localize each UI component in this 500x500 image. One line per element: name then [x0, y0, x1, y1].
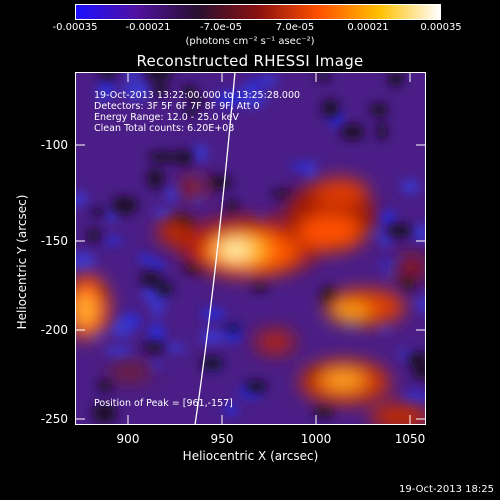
- dark-patch: [376, 121, 387, 141]
- negative-patch: [290, 162, 308, 172]
- dark-patch: [145, 72, 173, 82]
- dark-patch: [155, 282, 174, 297]
- dark-patch: [182, 107, 199, 117]
- axis-tick-marks: [75, 72, 426, 425]
- negative-patch: [246, 79, 265, 90]
- y-tick-label: -100: [40, 138, 68, 152]
- colorbar-unit-label: (photons cm⁻² s⁻¹ asec⁻²): [185, 36, 315, 47]
- negative-patch: [122, 78, 152, 101]
- dark-patch: [226, 198, 238, 214]
- emission-sources: [75, 177, 426, 425]
- y-tick-label: -250: [40, 412, 68, 426]
- y-tick-label: -200: [40, 323, 68, 337]
- x-axis-label: Heliocentric X (arcsec): [182, 449, 319, 463]
- colorbar-tick: 0.00021: [347, 22, 389, 33]
- negative-patch: [224, 402, 238, 417]
- negative-patch: [304, 160, 318, 182]
- colorbar-tick: -7.0e-05: [200, 22, 242, 33]
- negative-patch: [199, 329, 226, 345]
- negative-patch: [379, 320, 391, 334]
- negative-patch: [111, 316, 133, 339]
- negative-patch: [148, 322, 165, 344]
- colorbar: [75, 4, 441, 20]
- rhessi-image-plot: [75, 72, 426, 425]
- colorbar-tick: 0.00035: [420, 22, 462, 33]
- y-tick-label: -150: [40, 234, 68, 248]
- dark-patch: [98, 72, 118, 80]
- dark-patch: [316, 72, 331, 82]
- negative-patch: [75, 191, 89, 207]
- dark-patch: [142, 342, 166, 353]
- negative-patch: [137, 254, 154, 263]
- dark-patch: [207, 175, 233, 190]
- negative-patch: [376, 209, 396, 228]
- x-tick-label: 1050: [394, 432, 426, 446]
- dark-patch: [251, 282, 269, 292]
- dark-patch: [200, 355, 224, 372]
- negative-patch: [165, 184, 181, 203]
- dark-patch: [173, 149, 194, 166]
- negative-patch: [163, 343, 187, 353]
- dark-patch: [97, 379, 114, 392]
- colorbar-tick: -0.00035: [52, 22, 98, 33]
- y-axis-label: Heliocentric Y (arcsec): [15, 194, 29, 330]
- detectors-text: Detectors: 3F 5F 6F 7F 8F 9F, Att 0: [94, 101, 260, 112]
- negative-patch: [416, 295, 426, 314]
- negative-patch: [214, 90, 245, 107]
- negative-patch: [150, 301, 165, 318]
- render-timestamp: 19-Oct-2013 18:25: [399, 484, 494, 495]
- dark-patch: [387, 72, 404, 88]
- dark-patch: [148, 151, 176, 163]
- clean-total-counts-text: Clean Total counts: 6.20E+03: [94, 123, 235, 134]
- dark-patch: [182, 84, 197, 100]
- negative-patch: [148, 260, 165, 271]
- negative-patch: [400, 179, 420, 195]
- dark-patch: [87, 227, 100, 243]
- colorbar-tick: -0.00021: [125, 22, 171, 33]
- plot-frame: [75, 72, 426, 425]
- negative-patch: [97, 90, 111, 103]
- negative-patch: [104, 346, 133, 358]
- negative-patch: [152, 207, 174, 221]
- dark-patch: [152, 83, 169, 97]
- negative-patch: [382, 267, 395, 278]
- dark-patch: [313, 405, 335, 418]
- negative-patch: [191, 143, 208, 163]
- negative-patch: [200, 308, 226, 320]
- dark-patch: [139, 271, 162, 287]
- x-tick-label: 900: [116, 432, 140, 446]
- dark-patch: [92, 402, 117, 424]
- negative-flux-patches: [75, 72, 426, 417]
- negative-patch: [75, 251, 96, 272]
- dark-patch: [225, 323, 242, 333]
- negative-patch: [104, 236, 123, 245]
- energy-range-text: Energy Range: 12.0 - 25.0 keV: [94, 112, 239, 123]
- x-tick-label: 950: [210, 432, 234, 446]
- x-tick-label: 1000: [300, 432, 332, 446]
- dark-patch: [340, 124, 365, 140]
- dark-patch: [412, 363, 426, 380]
- dark-patch: [321, 99, 340, 118]
- dark-patch: [90, 208, 106, 217]
- colorbar-tick: 7.0e-05: [275, 22, 315, 33]
- solar-limb-line: [194, 72, 236, 425]
- dark-patch: [111, 196, 138, 215]
- image-title: Reconstructed RHESSI Image: [136, 52, 364, 70]
- negative-patch: [409, 225, 426, 242]
- dark-patch: [245, 379, 268, 393]
- dark-patch: [369, 102, 389, 117]
- peak-position-text: Position of Peak = [961,-157]: [94, 398, 233, 409]
- negative-patch: [121, 72, 144, 77]
- dark-patch: [146, 168, 164, 189]
- dark-patch: [386, 223, 413, 238]
- dark-patch: [271, 189, 293, 199]
- dark-patch: [192, 95, 206, 106]
- dark-patch: [407, 351, 426, 368]
- negative-patch: [149, 360, 163, 370]
- negative-patch: [261, 74, 278, 87]
- time-range-text: 19-Oct-2013 13:22:00.000 to 13:25:28.000: [94, 90, 301, 101]
